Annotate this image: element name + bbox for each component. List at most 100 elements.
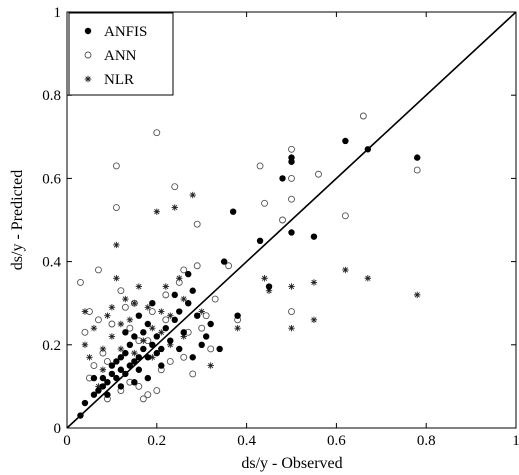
data-point-nlr [131,349,138,357]
data-point-nlr [140,337,147,344]
data-point-ann [256,162,264,170]
data-point-anfis [131,333,138,340]
data-point-ann [166,357,174,365]
data-point-anfis [135,366,143,373]
data-point-nlr [180,333,187,340]
data-point-anfis [113,374,120,382]
data-point-anfis [310,233,318,240]
data-point-nlr [108,333,116,340]
data-point-nlr [99,366,107,373]
data-point-anfis [265,283,273,290]
data-point-nlr [414,291,421,299]
data-point-anfis [279,175,286,182]
data-point-anfis [144,374,152,382]
data-point-ann [90,362,98,370]
data-point-nlr [162,283,169,290]
data-point-nlr [122,295,129,303]
data-point-anfis [149,300,156,307]
data-point-ann [211,295,219,303]
data-point-anfis [414,154,421,161]
data-point-ann [279,216,286,224]
data-point-anfis [140,345,147,353]
data-point-ann [162,316,170,324]
y-tick-label: 0 [54,421,62,437]
y-tick-label: 0.8 [42,88,61,104]
data-point-ann [207,345,215,353]
legend-marker-ann [84,51,92,59]
plot-layer: 0 0.2 0.4 0.6 0.8 1 0 0.2 0.4 0.6 0.8 1 [42,5,519,449]
legend: ANFIS ANN NLR [68,12,174,96]
y-tick-label: 1 [54,5,62,21]
data-point-ann [180,353,188,361]
y-tick-label: 0.4 [42,255,61,271]
data-point-ann [121,303,129,311]
data-point-anfis [185,270,192,278]
legend-marker-anfis [84,27,92,35]
data-point-nlr [86,354,93,361]
data-point-anfis [202,333,210,340]
y-axis-label: ds/y - Predicted [9,170,26,270]
data-point-nlr [81,341,89,348]
data-point-nlr [90,324,98,332]
data-point-anfis [220,258,228,265]
data-point-anfis [108,370,116,378]
data-point-anfis [153,349,160,357]
data-point-nlr [95,383,102,390]
data-point-anfis [288,154,295,161]
data-point-anfis [104,379,111,386]
data-point-ann [225,262,233,270]
legend-label-anfis: ANFIS [104,24,147,40]
data-point-ann [162,291,170,299]
data-point-ann [359,112,367,120]
data-point-nlr [265,287,273,294]
data-point-nlr [234,324,241,332]
data-point-anfis [176,345,183,353]
data-point-anfis [144,354,152,361]
x-axis-label: ds/y - Observed [241,455,342,472]
data-point-anfis [122,349,129,357]
legend-label-nlr: NLR [104,72,134,88]
data-point-ann [193,262,201,270]
data-point-anfis [149,341,156,348]
data-point-anfis [117,366,125,373]
data-point-anfis [77,412,84,419]
data-point-anfis [108,362,116,369]
data-point-nlr [117,320,125,328]
data-point-anfis [140,329,147,336]
data-point-anfis [288,229,295,236]
data-point-anfis [126,341,134,348]
data-point-anfis [135,312,143,319]
data-point-nlr [158,329,165,336]
data-point-ann [144,391,152,399]
data-point-anfis [171,291,178,299]
data-point-nlr [198,308,205,315]
data-point-ann [117,287,125,295]
data-point-anfis [162,324,169,332]
data-point-ann [135,382,143,390]
data-point-ann [202,312,210,320]
data-point-ann [112,204,120,211]
data-point-ann [314,170,322,178]
data-point-nlr [158,308,165,315]
data-point-anfis [122,370,129,378]
data-point-anfis [90,374,98,382]
data-point-nlr [117,345,125,353]
data-point-anfis [126,362,134,369]
data-point-nlr [310,279,318,286]
data-point-nlr [99,345,107,353]
data-point-nlr [149,354,156,361]
data-point-anfis [167,337,174,344]
data-point-ann [94,266,102,274]
data-point-nlr [135,283,143,290]
data-point-anfis [364,146,372,153]
data-point-ann [288,308,295,315]
data-point-nlr [167,312,174,319]
data-point-ann [288,174,295,182]
data-point-anfis [153,333,160,340]
data-point-nlr [144,304,152,311]
data-point-nlr [176,275,183,282]
data-point-ann [153,129,161,137]
reference-line [66,11,517,429]
y-tick-label: 0.6 [42,171,61,187]
